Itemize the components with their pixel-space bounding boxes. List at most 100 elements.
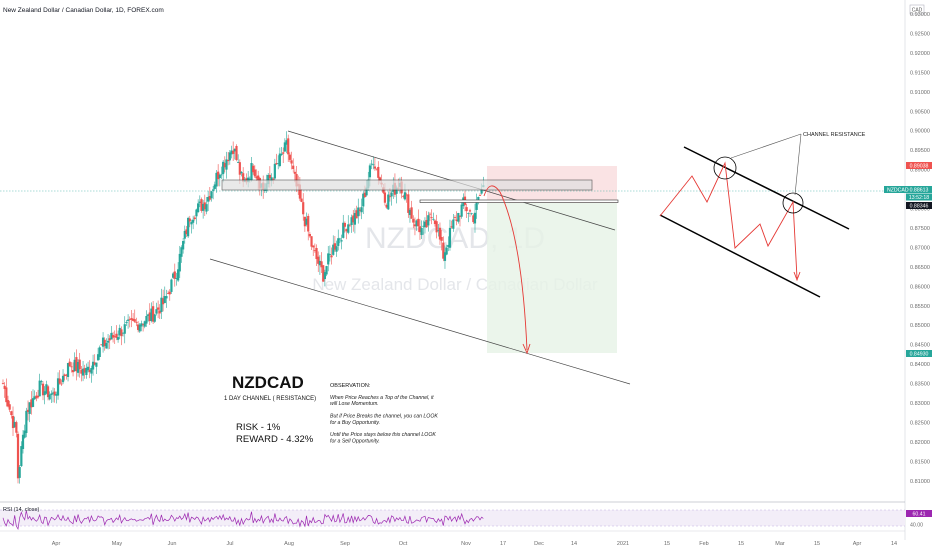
candle-body [30, 399, 33, 408]
candle-body [61, 375, 65, 383]
candle-body [1, 383, 5, 384]
candle-body [11, 415, 15, 429]
candle-body [417, 218, 420, 227]
candle-body [36, 395, 40, 398]
candle-body [40, 381, 43, 383]
candle-body [238, 162, 241, 175]
candle-body [163, 296, 166, 304]
candle-body [183, 230, 186, 239]
candle-body [208, 195, 211, 200]
candle-body [90, 368, 93, 374]
price-tick-label: 0.90000 [910, 129, 930, 135]
sketch-channel-lower[interactable] [659, 214, 821, 298]
candle-body [437, 230, 440, 232]
rsi-value-text: 60.41 [913, 512, 926, 518]
projection-path[interactable] [483, 185, 528, 351]
entry-level-line[interactable] [419, 199, 619, 203]
target-price-tag [906, 350, 932, 357]
candle-body [335, 246, 338, 252]
time-tick-label: Oct [399, 541, 408, 547]
candle-body [170, 279, 173, 292]
candle-body [325, 266, 328, 275]
candle-body [35, 395, 38, 399]
candle-body [377, 166, 380, 178]
candle-body [435, 221, 438, 233]
candle-body [130, 318, 133, 320]
candle-body [81, 368, 85, 376]
sketch-price-path [659, 161, 798, 279]
candle-body [433, 220, 437, 225]
candle-body [252, 165, 255, 173]
time-tick-label: 15 [738, 541, 744, 547]
candle-body [453, 217, 457, 218]
candle-body [283, 142, 286, 152]
channel-subtitle: 1 DAY CHANNEL ( RESISTANCE) [224, 396, 316, 402]
candle-body [60, 383, 63, 385]
time-tick-label: 15 [664, 541, 670, 547]
candle-body [187, 217, 190, 237]
price-tick-label: 0.91500 [910, 70, 930, 76]
candle-body [307, 215, 310, 232]
candlestick-series[interactable] [1, 131, 485, 484]
candle-body [357, 207, 360, 217]
price-axis[interactable]: 0.93000 0.92500 0.92000 0.91500 0.91000 0.905… [910, 12, 930, 485]
candle-body [136, 324, 140, 330]
candle-body [228, 152, 231, 161]
candle-body [26, 409, 30, 412]
candle-body [207, 197, 210, 202]
candle-body [145, 315, 148, 324]
candle-body [365, 187, 368, 196]
candle-body [385, 205, 388, 208]
candle-body [287, 138, 290, 155]
candle-body [45, 384, 48, 394]
candle-body [345, 229, 348, 232]
observation-text: When Price Reaches a Top of the Channel,… [330, 395, 438, 444]
candle-body [440, 237, 443, 241]
candle-body [165, 296, 168, 299]
time-tick-label: Sep [340, 541, 350, 547]
channel-lower-line[interactable] [209, 258, 631, 385]
candle-body [343, 222, 347, 227]
candle-body [111, 335, 115, 338]
candle-body [140, 323, 143, 327]
time-tick-label: Nov [461, 541, 471, 547]
candle-body [126, 319, 130, 321]
candle-body [68, 361, 71, 367]
candle-body [300, 198, 303, 202]
candle-body [448, 227, 452, 248]
candle-body [402, 195, 405, 197]
currency-badge [909, 4, 925, 15]
candle-body [198, 201, 201, 203]
candle-body [227, 159, 230, 162]
candle-body [75, 357, 78, 372]
current-price-tag [884, 186, 932, 193]
candle-body [455, 219, 458, 222]
countdown-text: 13:52:18 [909, 195, 929, 201]
candle-body [432, 218, 435, 220]
sketch-channel-upper[interactable] [683, 146, 850, 230]
candle-body [195, 209, 198, 217]
price-tick-label: 0.87000 [910, 245, 930, 251]
candle-body [212, 189, 215, 191]
candle-body [445, 247, 448, 255]
candle-body [133, 319, 136, 322]
candle-body [80, 369, 83, 374]
candle-body [43, 391, 46, 396]
resistance-zone[interactable] [221, 179, 593, 191]
candle-body [138, 324, 141, 332]
candle-body [280, 153, 283, 155]
price-tick-label: 0.93000 [910, 12, 930, 18]
candle-body [20, 446, 23, 467]
candle-body [6, 400, 10, 407]
candle-body [162, 298, 165, 305]
candle-body [322, 265, 325, 282]
candle-body [118, 327, 121, 336]
candle-body [372, 164, 375, 166]
time-tick-label: Jun [168, 541, 177, 547]
current-price-text: 0.88613 [910, 188, 929, 194]
time-axis[interactable]: Apr May Jun Jul Aug Sep Oct Nov 17 Dec 14 2021 15 Feb… [52, 541, 897, 547]
rsi-line[interactable] [2, 510, 484, 531]
candle-body [422, 225, 425, 227]
take-profit-zone[interactable] [487, 203, 617, 353]
